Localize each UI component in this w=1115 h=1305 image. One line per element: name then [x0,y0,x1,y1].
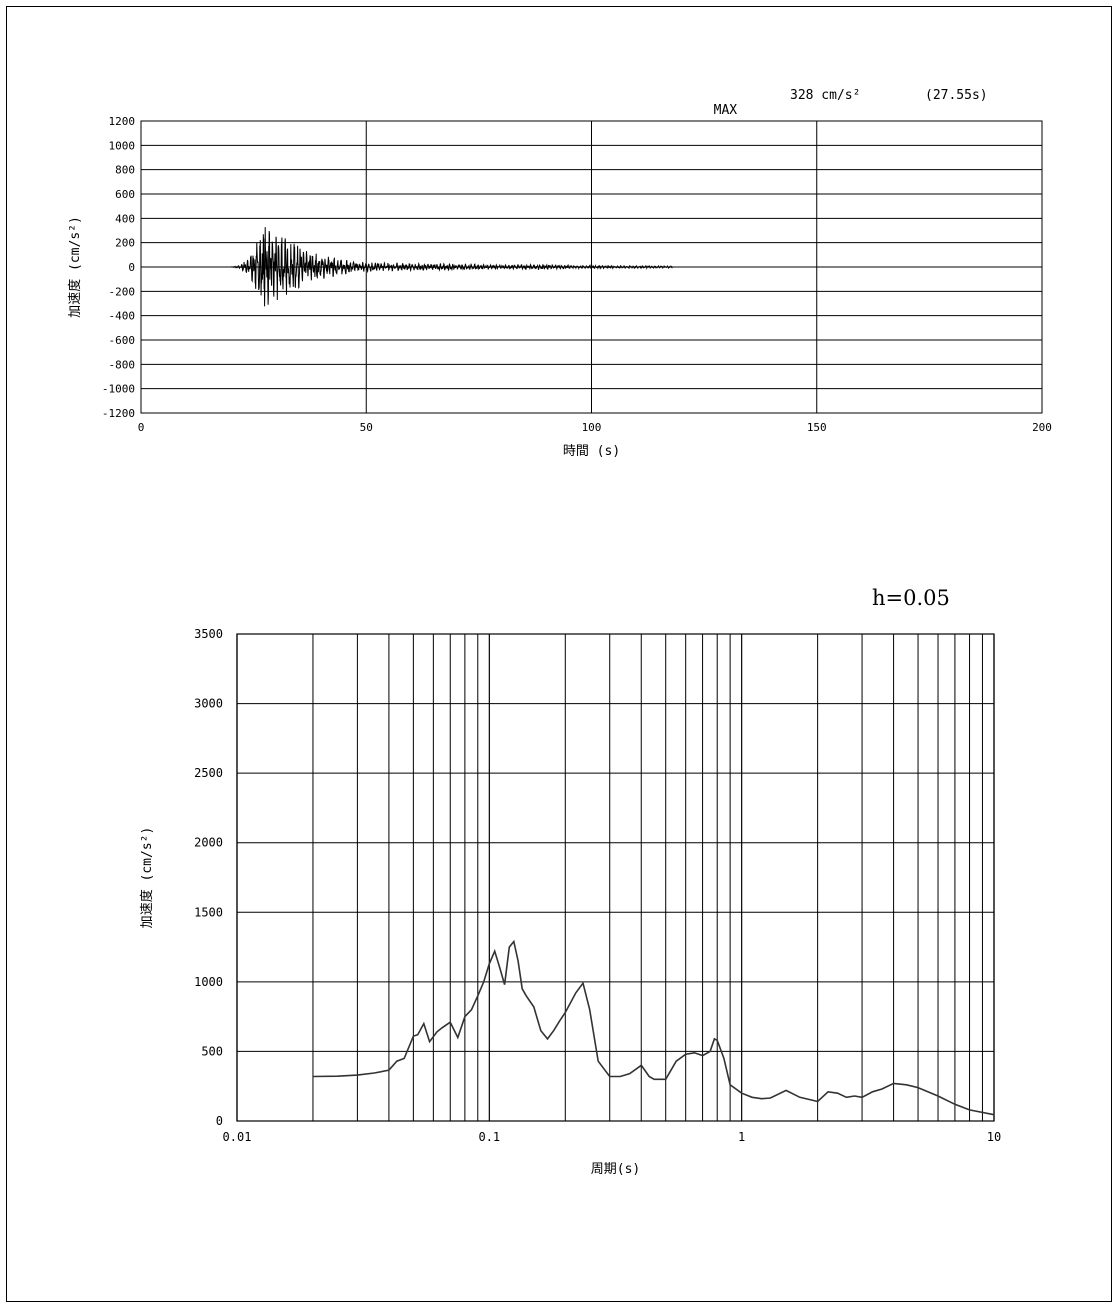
acceleration-series [230,227,673,307]
y-tick-label: 3000 [194,697,223,711]
y-tick-label: 0 [216,1114,223,1128]
y-tick-label: 1200 [109,115,136,128]
plot-border [236,633,995,1122]
max-annotation: MAX [698,88,737,118]
y-tick-label: -800 [109,358,136,371]
page-frame [6,6,1112,1302]
y-tick-label: 2500 [194,766,223,780]
x-tick-label: 0 [138,421,145,434]
y-tick-label: -600 [109,334,136,347]
y-tick-label: 200 [115,237,135,250]
spectrum-series [312,939,995,1116]
max-value: 328 cm/s² [790,88,861,103]
y-tick-label: 400 [115,212,135,225]
y-tick-label: -1200 [102,407,135,420]
x-tick-label: 0.1 [478,1130,500,1144]
y-tick-label: 3500 [194,627,223,641]
y-tick-label: 2000 [194,836,223,850]
time-history-chart: 120010008006004002000-200-400-600-800-10… [67,115,1052,459]
x-tick-label: 150 [807,421,827,434]
y-tick-label: 500 [201,1044,223,1058]
x-tick-label: 0.01 [223,1130,252,1144]
x-tick-label: 100 [582,421,602,434]
y-tick-label: 800 [115,164,135,177]
y-tick-label: -200 [109,285,136,298]
y-tick-label: -400 [109,310,136,323]
y-tick-label: 1500 [194,905,223,919]
y-tick-label: 0 [128,261,135,274]
x-tick-label: 200 [1032,421,1052,434]
x-axis-label: 周期(s) [591,1162,640,1177]
y-axis-label: 加速度 (cm/s²) [139,827,155,929]
max-label: MAX [713,103,738,118]
x-tick-label: 10 [987,1130,1001,1144]
x-axis-label: 時間 (s) [563,444,620,459]
y-tick-label: -1000 [102,383,135,396]
y-tick-label: 600 [115,188,135,201]
max-time: (27.55s) [925,88,988,103]
y-axis-label: 加速度 (cm/s²) [67,216,83,318]
damping-annotation: h=0.05 [872,586,950,610]
x-tick-label: 1 [738,1130,745,1144]
x-tick-label: 50 [360,421,373,434]
y-tick-label: 1000 [194,975,223,989]
plot-border [140,120,1043,414]
y-tick-label: 1000 [109,139,136,152]
